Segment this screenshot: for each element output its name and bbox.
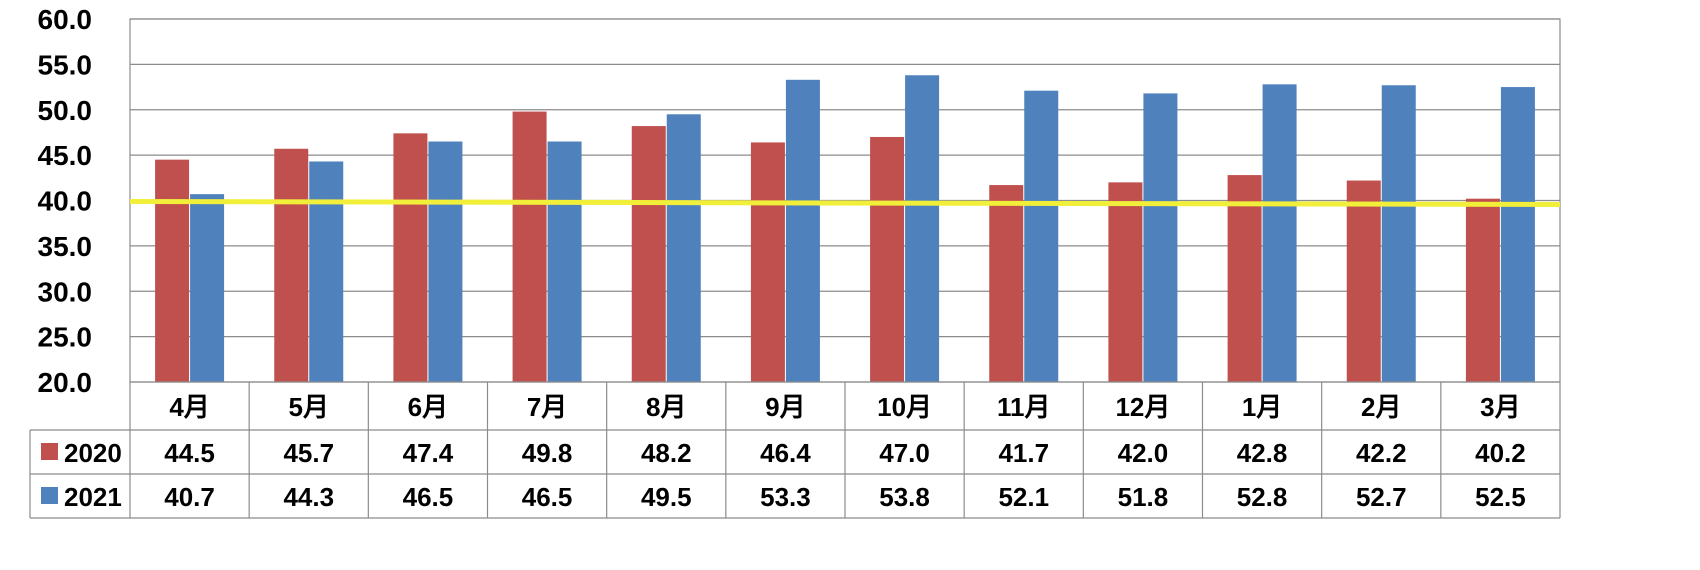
y-tick-label: 60.0 bbox=[38, 4, 93, 35]
bar-2021-6 bbox=[785, 79, 820, 383]
data-label-2021: 46.5 bbox=[522, 482, 573, 512]
data-label-2020: 44.5 bbox=[164, 438, 215, 468]
x-category-label: 12月 bbox=[1115, 392, 1170, 422]
x-category-label: 9月 bbox=[765, 392, 805, 422]
bar-2021-5 bbox=[666, 114, 701, 382]
x-category-label: 1月 bbox=[1242, 392, 1282, 422]
bars bbox=[155, 75, 1535, 383]
data-label-2021: 44.3 bbox=[283, 482, 334, 512]
y-tick-label: 45.0 bbox=[38, 140, 93, 171]
data-label-2020: 40.2 bbox=[1475, 438, 1526, 468]
bar-2020-9 bbox=[1108, 182, 1143, 382]
y-tick-label: 50.0 bbox=[38, 95, 93, 126]
bar-2020-6 bbox=[750, 142, 785, 382]
bar-2021-7 bbox=[905, 75, 940, 382]
data-label-2020: 45.7 bbox=[283, 438, 334, 468]
data-label-2020: 47.4 bbox=[403, 438, 454, 468]
x-category-label: 11月 bbox=[997, 392, 1051, 422]
data-label-2020: 46.4 bbox=[760, 438, 811, 468]
data-label-2021: 52.8 bbox=[1237, 482, 1288, 512]
data-label-2020: 42.0 bbox=[1118, 438, 1169, 468]
bar-2021-3 bbox=[428, 141, 463, 382]
data-label-2020: 49.8 bbox=[522, 438, 573, 468]
x-category-label: 7月 bbox=[527, 392, 567, 422]
y-tick-label: 55.0 bbox=[38, 49, 93, 80]
bar-2021-10 bbox=[1262, 84, 1297, 382]
data-label-2021: 52.1 bbox=[998, 482, 1049, 512]
bar-2020-12 bbox=[1465, 198, 1500, 382]
x-category-label: 10月 bbox=[877, 392, 932, 422]
bar-2020-8 bbox=[989, 185, 1024, 382]
y-tick-label: 40.0 bbox=[38, 186, 93, 217]
bar-2021-12 bbox=[1500, 87, 1535, 382]
y-tick-label: 20.0 bbox=[38, 367, 93, 398]
x-category-label: 6月 bbox=[408, 392, 448, 422]
y-axis: 20.0 25.0 30.0 35.0 40.0 45.0 50.0 55.0 60.0 bbox=[38, 4, 93, 398]
data-label-2021: 51.8 bbox=[1118, 482, 1169, 512]
data-label-2021: 46.5 bbox=[403, 482, 454, 512]
legend-label-2020: 2020 bbox=[64, 438, 122, 468]
x-category-label: 3月 bbox=[1480, 392, 1520, 422]
bar-2021-8 bbox=[1024, 90, 1059, 382]
bar-2020-2 bbox=[274, 148, 309, 382]
reference-line bbox=[129, 199, 1561, 207]
data-label-2021: 52.5 bbox=[1475, 482, 1526, 512]
y-tick-label: 25.0 bbox=[38, 322, 93, 353]
data-label-2021: 52.7 bbox=[1356, 482, 1407, 512]
data-label-2021: 49.5 bbox=[641, 482, 692, 512]
bar-2020-4 bbox=[512, 111, 547, 382]
x-category-label: 5月 bbox=[289, 392, 329, 422]
legend-swatch-2020 bbox=[41, 443, 58, 460]
data-label-2021: 40.7 bbox=[164, 482, 215, 512]
x-category-label: 2月 bbox=[1361, 392, 1401, 422]
y-tick-label: 35.0 bbox=[38, 231, 93, 262]
bar-2021-11 bbox=[1381, 85, 1416, 382]
bar-2020-11 bbox=[1346, 180, 1381, 382]
x-category-label: 4月 bbox=[169, 392, 209, 422]
data-label-2021: 53.3 bbox=[760, 482, 811, 512]
data-label-2021: 53.8 bbox=[879, 482, 930, 512]
bar-2020-1 bbox=[155, 159, 190, 382]
data-label-2020: 42.2 bbox=[1356, 438, 1407, 468]
x-category-label: 8月 bbox=[646, 392, 686, 422]
bar-2021-2 bbox=[309, 161, 344, 382]
legend-swatch-2021 bbox=[41, 487, 58, 504]
data-label-2020: 42.8 bbox=[1237, 438, 1288, 468]
reference-line-40 bbox=[129, 199, 1561, 207]
bar-2020-7 bbox=[870, 136, 905, 382]
y-tick-label: 30.0 bbox=[38, 276, 93, 307]
bar-2021-4 bbox=[547, 141, 582, 382]
data-label-2020: 47.0 bbox=[879, 438, 930, 468]
data-label-2020: 48.2 bbox=[641, 438, 692, 468]
bar-2020-10 bbox=[1227, 175, 1262, 382]
bar-2021-1 bbox=[190, 194, 225, 382]
bar-2020-5 bbox=[631, 126, 666, 383]
data-label-2020: 41.7 bbox=[998, 438, 1049, 468]
data-table: 4月 5月 6月 7月 8月 9月 10月 11月 12月 1月 2月 3月 2020 44.5 45.7 4… bbox=[29, 381, 1561, 519]
bar-2021-9 bbox=[1143, 93, 1178, 382]
legend-label-2021: 2021 bbox=[64, 482, 122, 512]
bar-2020-3 bbox=[393, 133, 428, 382]
